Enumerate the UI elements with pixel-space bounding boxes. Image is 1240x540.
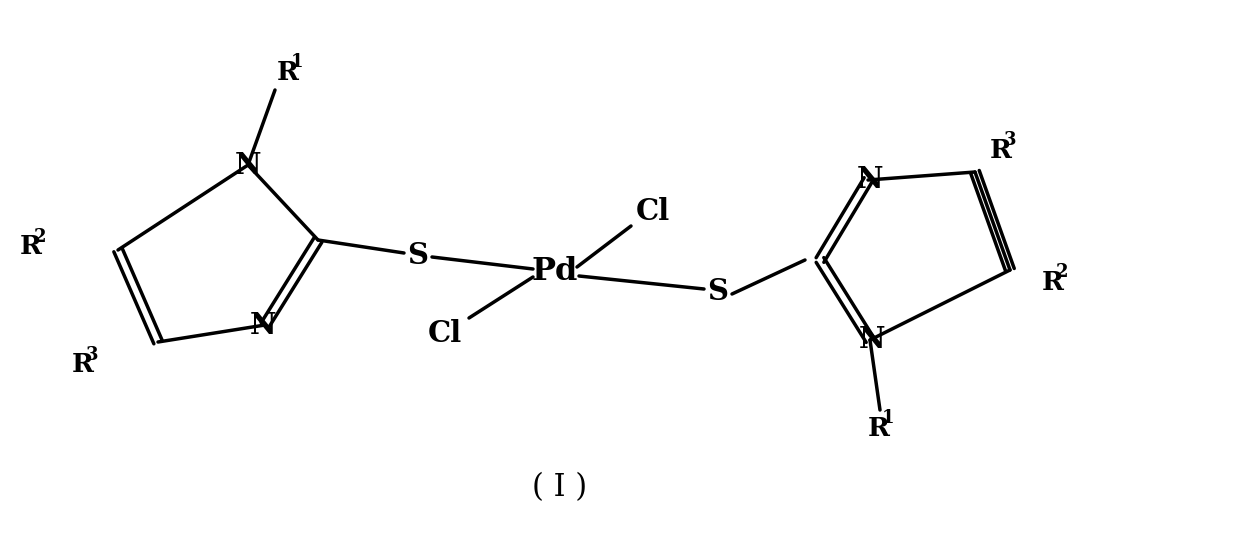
Text: 3: 3 bbox=[1003, 131, 1017, 149]
Text: S: S bbox=[408, 240, 429, 269]
Text: N: N bbox=[234, 151, 262, 179]
Text: Cl: Cl bbox=[636, 198, 670, 226]
Text: 2: 2 bbox=[1055, 262, 1068, 281]
Text: Pd: Pd bbox=[532, 256, 578, 287]
Text: 1: 1 bbox=[290, 52, 303, 71]
Text: S: S bbox=[708, 278, 729, 307]
Text: R: R bbox=[990, 138, 1012, 163]
Text: R: R bbox=[1042, 269, 1064, 294]
Text: 3: 3 bbox=[86, 346, 98, 363]
Text: ( I ): ( I ) bbox=[532, 472, 588, 503]
Text: Cl: Cl bbox=[428, 320, 463, 348]
Text: R: R bbox=[20, 234, 42, 260]
Text: N: N bbox=[857, 165, 883, 194]
Text: R: R bbox=[72, 353, 94, 377]
Text: 2: 2 bbox=[33, 227, 46, 246]
Text: 1: 1 bbox=[882, 409, 894, 427]
Text: R: R bbox=[277, 59, 299, 84]
Text: N: N bbox=[249, 310, 277, 340]
Text: N: N bbox=[859, 326, 885, 354]
Text: R: R bbox=[868, 415, 890, 441]
